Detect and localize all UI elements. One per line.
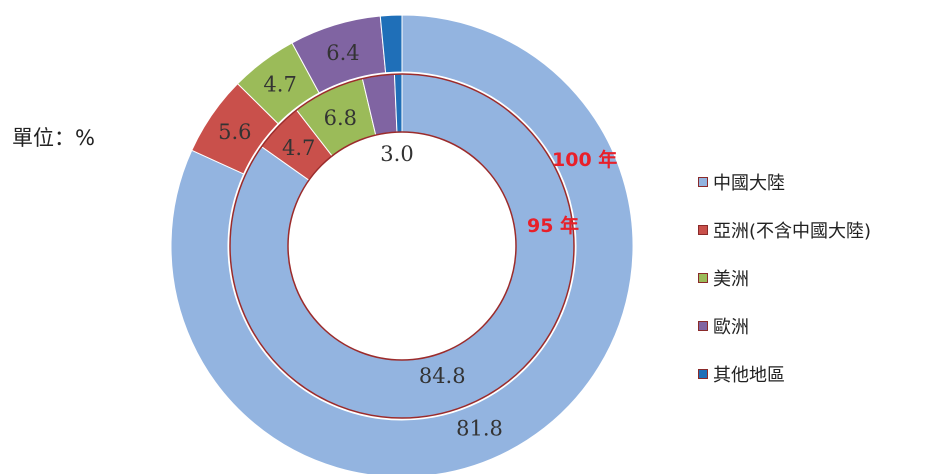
legend-item-other: 其他地區 bbox=[698, 350, 871, 398]
outer-slice-china bbox=[170, 14, 634, 474]
inner-ring-year-label: 95 年 bbox=[527, 214, 579, 237]
outer-label-asia: 5.6 bbox=[218, 120, 251, 144]
legend: 中國大陸 亞洲(不含中國大陸) 美洲 歐洲 其他地區 bbox=[698, 158, 871, 398]
data-labels: 81.8 5.6 4.7 6.4 84.8 4.7 6.8 3.0 bbox=[218, 41, 503, 441]
legend-swatch-icon bbox=[698, 225, 708, 235]
legend-item-asia: 亞洲(不含中國大陸) bbox=[698, 206, 871, 254]
legend-label: 中國大陸 bbox=[713, 173, 785, 194]
legend-swatch-icon bbox=[698, 321, 708, 331]
outer-slice-other bbox=[379, 14, 403, 74]
outer-label-china: 81.8 bbox=[456, 417, 503, 441]
legend-label: 亞洲(不含中國大陸) bbox=[713, 221, 872, 242]
inner-label-asia: 4.7 bbox=[282, 136, 315, 160]
inner-ring-outline bbox=[229, 73, 575, 419]
legend-item-europe: 歐洲 bbox=[698, 302, 871, 350]
legend-item-china: 中國大陸 bbox=[698, 158, 871, 206]
inner-label-americas: 6.8 bbox=[324, 106, 357, 130]
outer-label-americas: 4.7 bbox=[263, 73, 296, 97]
legend-item-americas: 美洲 bbox=[698, 254, 871, 302]
unit-label: 單位：% bbox=[12, 126, 95, 150]
hole-outline bbox=[287, 131, 517, 361]
inner-label-europe: 3.0 bbox=[380, 142, 413, 166]
legend-swatch-icon bbox=[698, 177, 708, 187]
legend-label: 歐洲 bbox=[713, 317, 749, 338]
legend-swatch-icon bbox=[698, 273, 708, 283]
outer-ring-100 bbox=[170, 14, 634, 474]
legend-swatch-icon bbox=[698, 369, 708, 379]
inner-ring-95 bbox=[229, 73, 575, 419]
legend-label: 美洲 bbox=[713, 269, 749, 290]
inner-label-china: 84.8 bbox=[419, 364, 466, 388]
outer-label-europe: 6.4 bbox=[326, 41, 359, 65]
legend-label: 其他地區 bbox=[713, 365, 785, 386]
outer-ring-year-label: 100 年 bbox=[552, 148, 617, 171]
